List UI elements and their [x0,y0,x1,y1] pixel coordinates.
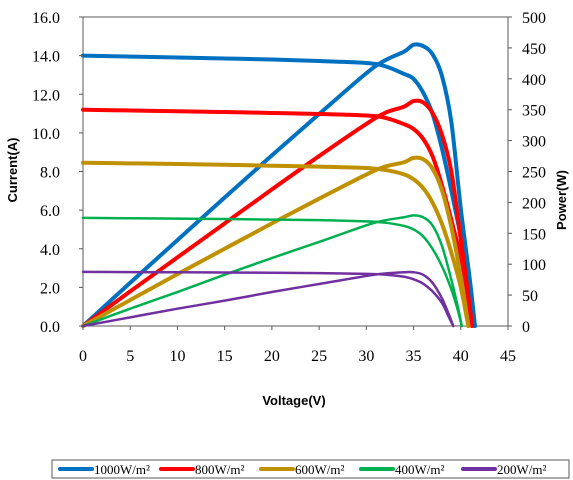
y2-tick-label: 250 [522,165,546,182]
y2-tick-label: 100 [522,257,546,274]
power-curve-4 [81,214,463,328]
y2-tick-label: 0 [522,319,530,336]
x-tick-label: 45 [500,348,516,365]
legend-label: 400W/m² [395,462,444,477]
x-tick-label: 15 [217,348,233,365]
x-tick-label: 35 [406,348,422,365]
x-tick-label: 10 [169,348,185,365]
x-tick-label: 40 [453,348,469,365]
y2-axis-label: Power(W) [554,170,569,230]
y2-tick-label: 300 [522,134,546,151]
y2-tick-label: 350 [522,103,546,120]
y2-tick-label: 400 [522,72,546,89]
y2-tick-label: 200 [522,195,546,212]
x-tick-label: 25 [311,348,327,365]
x-tick-label: 0 [79,348,87,365]
power-curve-3 [81,155,471,328]
y-axis-label: Current(A) [5,138,20,203]
y-tick-label: 0.0 [40,319,60,336]
x-tick-label: 20 [264,348,280,365]
y2-tick-label: 150 [522,226,546,243]
y2-tick-label: 500 [522,10,546,27]
x-axis-ticks: 0 5 10 15 20 25 30 35 40 45 [79,326,516,365]
y-tick-label: 10.0 [32,126,60,143]
current-curve-4 [81,216,463,328]
y-tick-label: 2.0 [40,280,60,297]
power-curve-2 [81,98,475,328]
y2-axis-ticks: 0 50 100 150 200 250 300 350 400 450 500 [508,10,546,336]
y-tick-label: 4.0 [40,242,60,259]
legend-label: 1000W/m² [94,462,150,477]
x-axis-label: Voltage(V) [262,393,325,408]
y-tick-label: 16.0 [32,10,60,27]
legend-label: 600W/m² [295,462,344,477]
legend-items: 1000W/m² 800W/m² 600W/m² 400W/m² 200W/m² [58,462,546,477]
legend: 1000W/m² 800W/m² 600W/m² 400W/m² 200W/m² [51,459,570,479]
y-tick-label: 8.0 [40,165,60,182]
x-tick-label: 5 [126,348,134,365]
x-tick-label: 30 [358,348,374,365]
series-layer [81,42,477,328]
current-curve-5 [81,270,455,328]
legend-label: 200W/m² [497,462,546,477]
y2-tick-label: 50 [522,288,538,305]
legend-label: 800W/m² [195,462,244,477]
current-curve-3 [81,160,471,328]
current-curve-2 [81,107,475,328]
y-tick-label: 14.0 [32,49,60,66]
power-curve-1 [81,42,477,328]
y-tick-label: 12.0 [32,87,60,104]
y-axis-ticks: 0.0 2.0 4.0 6.0 8.0 10.0 12.0 14.0 16.0 [32,10,83,336]
y2-tick-label: 450 [522,41,546,58]
legend-box [51,459,570,479]
y-tick-label: 6.0 [40,203,60,220]
